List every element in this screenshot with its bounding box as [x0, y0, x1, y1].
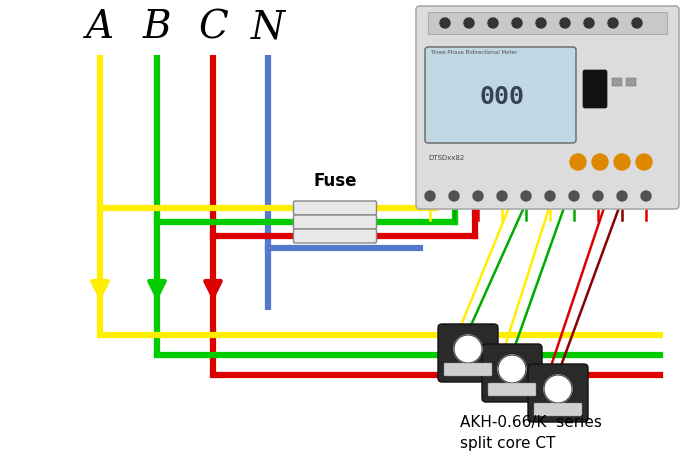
- Text: C: C: [198, 9, 228, 47]
- Circle shape: [617, 191, 627, 201]
- FancyBboxPatch shape: [294, 201, 376, 215]
- Circle shape: [584, 18, 594, 28]
- Circle shape: [592, 154, 608, 170]
- FancyBboxPatch shape: [583, 70, 607, 108]
- Circle shape: [464, 18, 474, 28]
- FancyBboxPatch shape: [528, 364, 588, 422]
- Text: Fuse: Fuse: [313, 172, 357, 190]
- FancyBboxPatch shape: [294, 215, 376, 229]
- Text: A: A: [86, 9, 114, 47]
- Circle shape: [497, 191, 507, 201]
- Circle shape: [473, 191, 483, 201]
- Text: AKH-0.66/K  series
split core CT: AKH-0.66/K series split core CT: [460, 415, 602, 451]
- Circle shape: [449, 191, 459, 201]
- Circle shape: [454, 335, 482, 363]
- FancyBboxPatch shape: [438, 324, 498, 382]
- FancyBboxPatch shape: [294, 229, 376, 243]
- Circle shape: [498, 355, 526, 383]
- FancyBboxPatch shape: [488, 383, 536, 396]
- Bar: [428, 12, 667, 34]
- Bar: [626, 78, 636, 86]
- FancyBboxPatch shape: [416, 6, 679, 209]
- Text: 000: 000: [479, 85, 525, 109]
- Circle shape: [593, 191, 603, 201]
- FancyBboxPatch shape: [425, 47, 576, 143]
- Circle shape: [560, 18, 570, 28]
- Text: N: N: [251, 9, 285, 47]
- Circle shape: [536, 18, 546, 28]
- Circle shape: [641, 191, 651, 201]
- Circle shape: [440, 18, 450, 28]
- Circle shape: [544, 375, 572, 403]
- Circle shape: [608, 18, 618, 28]
- FancyBboxPatch shape: [534, 403, 582, 416]
- Circle shape: [488, 18, 498, 28]
- Circle shape: [569, 191, 579, 201]
- Text: B: B: [143, 9, 171, 47]
- Circle shape: [614, 154, 630, 170]
- Circle shape: [521, 191, 531, 201]
- Circle shape: [632, 18, 642, 28]
- FancyBboxPatch shape: [444, 363, 492, 376]
- Text: Three Phase Bidirectional Meter: Three Phase Bidirectional Meter: [430, 50, 517, 55]
- Circle shape: [512, 18, 522, 28]
- Circle shape: [570, 154, 586, 170]
- Circle shape: [545, 191, 555, 201]
- Bar: [612, 78, 622, 86]
- FancyBboxPatch shape: [482, 344, 542, 402]
- Text: DTSDxx82: DTSDxx82: [428, 155, 464, 161]
- Circle shape: [425, 191, 435, 201]
- Circle shape: [636, 154, 652, 170]
